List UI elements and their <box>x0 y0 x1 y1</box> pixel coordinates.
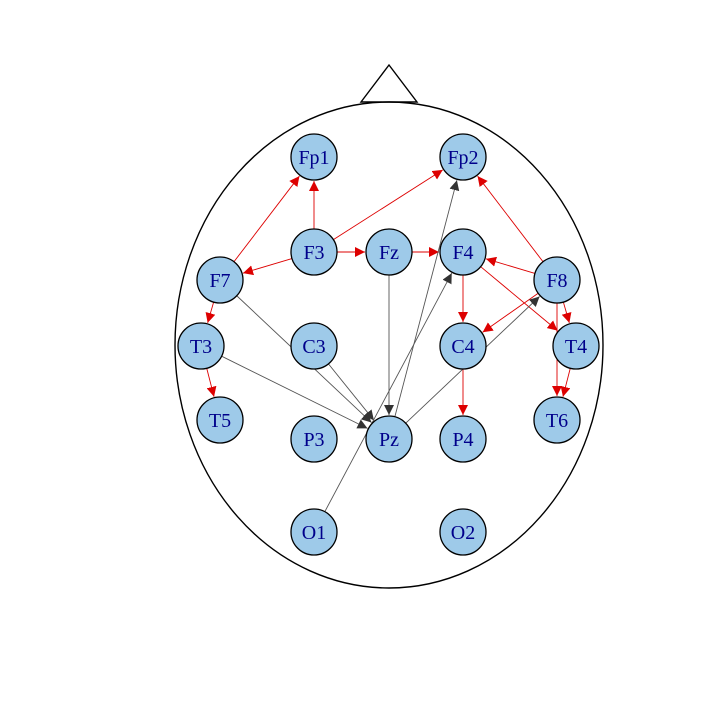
node-f4: F4 <box>439 228 487 276</box>
edge-f8-to-c4 <box>482 292 539 333</box>
node-f3: F3 <box>290 228 338 276</box>
node-label: Pz <box>379 429 399 451</box>
edge-t3-to-pz <box>221 355 368 429</box>
node-circle <box>439 415 487 463</box>
node-layer: Fp1 Fp2 F7 F3 Fz F4 F8 T3 C3 C4 T4 T5 P3 Pz P4 T6 O1 O2 <box>177 133 600 556</box>
node-circle <box>533 256 581 304</box>
node-label: P3 <box>303 429 324 451</box>
edge-f7-to-fp1 <box>233 175 300 262</box>
node-label: T4 <box>565 336 587 358</box>
node-fp2: Fp2 <box>439 133 487 181</box>
node-label: Fp1 <box>298 147 329 169</box>
node-circle <box>290 228 338 276</box>
node-label: Fp2 <box>447 147 478 169</box>
node-label: F8 <box>546 270 567 292</box>
node-label: F4 <box>452 242 473 264</box>
node-circle <box>533 396 581 444</box>
edge-f8-to-f4 <box>485 256 536 274</box>
node-o1: O1 <box>290 508 338 556</box>
edge-o1-to-f4 <box>324 272 453 512</box>
node-t5: T5 <box>196 396 244 444</box>
node-fz: Fz <box>365 228 413 276</box>
node-label: F3 <box>303 242 324 264</box>
node-label: T5 <box>209 410 231 432</box>
node-circle <box>439 133 487 181</box>
node-circle <box>290 508 338 556</box>
node-label: P4 <box>452 429 473 451</box>
node-c3: C3 <box>290 322 338 370</box>
node-label: Fz <box>379 242 399 264</box>
node-circle <box>290 322 338 370</box>
nose-triangle <box>359 63 419 103</box>
head-outline <box>174 101 604 589</box>
node-t3: T3 <box>177 322 225 370</box>
node-circle <box>365 415 413 463</box>
node-label: C4 <box>451 336 474 358</box>
node-f8: F8 <box>533 256 581 304</box>
node-p4: P4 <box>439 415 487 463</box>
edge-f7-to-t3 <box>205 301 216 324</box>
node-circle <box>439 322 487 370</box>
node-circle <box>196 396 244 444</box>
edge-f8-to-t4 <box>561 301 572 324</box>
edge-c3-to-pz <box>328 363 375 421</box>
edge-f3-to-fp2 <box>333 169 444 241</box>
edge-pz-to-fp2 <box>394 180 460 417</box>
node-p3: P3 <box>290 415 338 463</box>
node-label: F7 <box>209 270 230 292</box>
node-label: O1 <box>302 522 326 544</box>
node-label: C3 <box>302 336 325 358</box>
node-o2: O2 <box>439 508 487 556</box>
edge-f3-to-f7 <box>242 258 293 276</box>
node-fp1: Fp1 <box>290 133 338 181</box>
node-circle <box>439 228 487 276</box>
node-t6: T6 <box>533 396 581 444</box>
node-circle <box>290 415 338 463</box>
edge-f8-to-fp2 <box>477 175 544 262</box>
edge-t4-to-t6 <box>560 368 571 397</box>
node-circle <box>177 322 225 370</box>
node-t4: T4 <box>552 322 600 370</box>
node-label: T3 <box>190 336 212 358</box>
node-pz: Pz <box>365 415 413 463</box>
node-f7: F7 <box>196 256 244 304</box>
node-label: T6 <box>546 410 568 432</box>
node-circle <box>290 133 338 181</box>
edge-f4-to-t4 <box>480 266 558 331</box>
edge-t3-to-t5 <box>206 368 217 397</box>
node-circle <box>552 322 600 370</box>
node-circle <box>365 228 413 276</box>
node-label: O2 <box>451 522 475 544</box>
node-c4: C4 <box>439 322 487 370</box>
node-circle <box>196 256 244 304</box>
node-circle <box>439 508 487 556</box>
